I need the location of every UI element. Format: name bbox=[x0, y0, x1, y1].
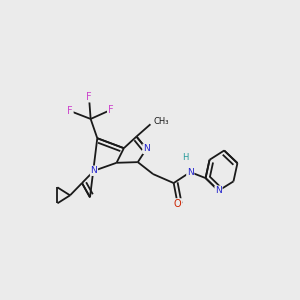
Text: F: F bbox=[86, 92, 92, 102]
Text: O: O bbox=[174, 199, 182, 209]
Text: F: F bbox=[67, 106, 73, 116]
Text: N: N bbox=[187, 168, 194, 177]
Text: N: N bbox=[91, 166, 97, 175]
Text: CH₃: CH₃ bbox=[153, 117, 169, 126]
Text: N: N bbox=[143, 144, 150, 153]
Text: H: H bbox=[182, 153, 189, 162]
Text: F: F bbox=[108, 105, 113, 115]
Text: N: N bbox=[215, 186, 222, 195]
